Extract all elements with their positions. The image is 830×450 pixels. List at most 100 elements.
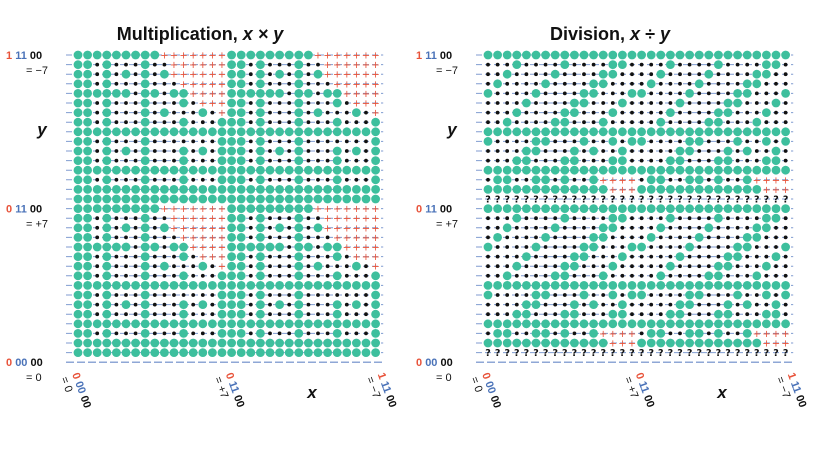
exact-value-dot: [618, 213, 627, 223]
rounded-value-dot: [591, 216, 596, 221]
rounded-value-dot: [754, 264, 759, 269]
exact-value-dot: [227, 242, 237, 252]
rounded-value-dot: [95, 216, 100, 221]
rounded-value-dot: [726, 62, 730, 67]
exact-value-dot: [608, 108, 618, 117]
exact-value-dot: [275, 185, 284, 194]
overflow-plus-mark: +: [352, 70, 360, 81]
exact-value-dot: [198, 165, 208, 175]
rounded-value-dot: [534, 158, 538, 163]
rounded-value-dot: [248, 254, 253, 259]
exact-value-dot: [752, 50, 762, 60]
rounded-value-dot: [620, 72, 625, 77]
exact-value-dot: [169, 165, 179, 175]
rounded-value-dot: [505, 312, 510, 317]
exact-value-dot: [217, 290, 227, 300]
rounded-value-dot: [344, 110, 349, 115]
rounded-value-dot: [210, 264, 215, 269]
rounded-value-dot: [124, 254, 128, 259]
rounded-value-dot: [678, 139, 682, 144]
overflow-plus-mark: +: [208, 243, 216, 254]
rounded-value-dot: [562, 72, 567, 77]
bit-group: 00: [382, 391, 399, 409]
rounded-value-dot: [505, 245, 510, 249]
exact-value-dot: [227, 98, 237, 108]
exact-value-dot: [570, 261, 579, 271]
exact-value-dot: [140, 60, 150, 69]
exact-value-dot: [198, 194, 208, 204]
exact-value-dot: [92, 319, 102, 329]
rounded-value-dot: [678, 120, 682, 125]
exact-value-dot: [714, 127, 723, 137]
exact-value-dot: [236, 204, 246, 214]
undefined-question-mark: ?: [668, 195, 674, 206]
exact-value-dot: [714, 261, 723, 271]
exact-value-dot: [531, 290, 541, 300]
exact-value-dot: [752, 223, 762, 233]
rounded-value-dot: [172, 110, 176, 115]
overflow-plus-mark: +: [179, 79, 187, 90]
exact-value-dot: [217, 329, 227, 338]
overflow-plus-mark: +: [781, 329, 789, 340]
rounded-value-dot: [524, 235, 529, 240]
rounded-value-dot: [668, 331, 673, 336]
exact-value-dot: [256, 223, 265, 233]
rounded-value-dot: [152, 312, 157, 317]
exact-value-dot: [73, 338, 83, 348]
exact-value-dot: [361, 348, 371, 357]
exact-value-dot: [781, 89, 790, 98]
rounded-value-dot: [783, 312, 788, 317]
rounded-value-dot: [735, 62, 740, 67]
rounded-value-dot: [114, 216, 119, 221]
overflow-plus-mark: +: [609, 185, 617, 196]
rounded-value-dot: [697, 216, 702, 221]
rounded-value-dot: [562, 225, 567, 230]
exact-value-dot: [160, 348, 169, 357]
undefined-question-mark: ?: [754, 195, 760, 206]
rounded-value-dot: [553, 331, 558, 336]
overflow-plus-mark: +: [362, 51, 370, 62]
overflow-plus-mark: +: [371, 108, 379, 119]
exact-value-dot: [332, 329, 342, 338]
rounded-value-dot: [172, 120, 176, 125]
rounded-value-dot: [697, 254, 702, 259]
rounded-value-dot: [505, 81, 510, 86]
exact-value-dot: [531, 165, 541, 175]
rounded-value-dot: [706, 149, 711, 153]
rounded-value-dot: [495, 264, 500, 269]
exact-value-dot: [102, 233, 112, 242]
rounded-value-dot: [316, 91, 320, 96]
exact-value-dot: [675, 50, 685, 60]
rounded-value-dot: [95, 101, 100, 105]
rounded-value-dot: [114, 62, 119, 67]
overflow-plus-mark: +: [352, 223, 360, 234]
rounded-value-dot: [610, 273, 615, 278]
rounded-value-dot: [697, 302, 702, 307]
exact-value-dot: [762, 156, 771, 166]
exact-value-dot: [685, 281, 694, 290]
exact-value-dot: [762, 137, 771, 146]
rounded-value-dot: [543, 101, 548, 105]
exact-value-dot: [570, 185, 579, 194]
exact-value-dot: [570, 309, 579, 319]
exact-value-dot: [512, 309, 522, 319]
exact-value-dot: [733, 185, 742, 194]
exact-value-dot: [685, 165, 694, 175]
exact-value-dot: [73, 60, 83, 69]
exact-value-dot: [160, 338, 169, 348]
rounded-value-dot: [553, 62, 558, 67]
undefined-question-mark: ?: [639, 348, 645, 359]
rounded-value-dot: [678, 216, 682, 221]
bit-group: 00: [27, 50, 42, 62]
exact-value-dot: [512, 108, 522, 117]
exact-value-dot: [217, 156, 227, 166]
exact-value-dot: [666, 165, 675, 175]
exact-value-dot: [742, 89, 752, 98]
rounded-value-dot: [152, 235, 157, 240]
rounded-value-dot: [754, 110, 759, 115]
undefined-question-mark: ?: [610, 348, 616, 359]
exact-value-dot: [227, 79, 237, 89]
overflow-plus-mark: +: [343, 243, 351, 254]
overflow-plus-mark: +: [218, 60, 226, 71]
exact-value-dot: [752, 204, 762, 214]
